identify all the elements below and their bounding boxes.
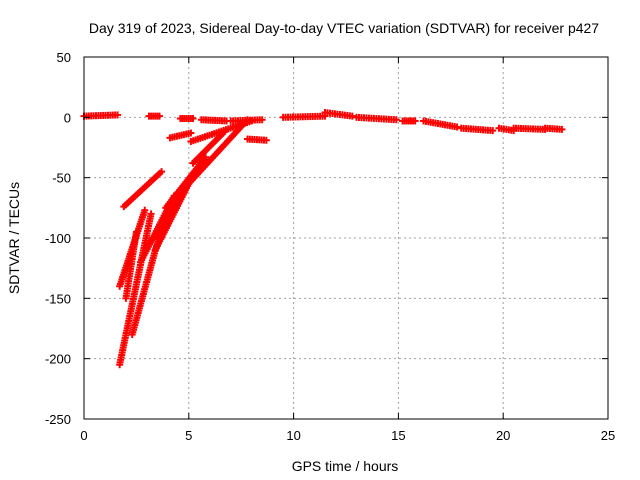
data-point — [411, 117, 419, 125]
x-tick-label: 10 — [286, 428, 300, 443]
data-point — [189, 115, 197, 123]
data-point — [132, 228, 140, 236]
data-point — [220, 128, 228, 136]
y-tick-label: -100 — [45, 231, 71, 246]
data-point — [262, 136, 270, 144]
x-axis-label: GPS time / hours — [292, 458, 399, 474]
y-tick-label: -50 — [52, 171, 71, 186]
data-point — [158, 168, 166, 176]
data-point — [243, 116, 251, 124]
data-point — [258, 116, 266, 124]
x-tick-label: 20 — [496, 428, 510, 443]
data-point — [348, 112, 356, 120]
x-tick-label: 0 — [80, 428, 87, 443]
data-point — [558, 125, 566, 133]
y-tick-label: -250 — [45, 412, 71, 427]
y-tick-label: 50 — [57, 50, 71, 65]
data-point — [141, 206, 149, 214]
x-tick-label: 25 — [601, 428, 615, 443]
chart-title: Day 319 of 2023, Sidereal Day-to-day VTE… — [89, 20, 599, 36]
data-point — [489, 127, 497, 135]
data-point — [114, 111, 122, 119]
y-axis-label: SDTVAR / TECUs — [6, 182, 22, 294]
data-point — [392, 116, 400, 124]
x-tick-label: 5 — [185, 428, 192, 443]
y-tick-label: -150 — [45, 291, 71, 306]
y-tick-label: 0 — [64, 110, 71, 125]
y-tick-label: -200 — [45, 352, 71, 367]
data-point — [248, 117, 256, 125]
axes: 0 5 10 15 20 25 50 0 -50 -100 -150 -200 -250 — [45, 50, 615, 443]
data-point — [187, 129, 195, 137]
data-points — [80, 109, 566, 369]
x-tick-label: 15 — [391, 428, 405, 443]
data-point — [453, 123, 461, 131]
data-point — [147, 210, 155, 218]
data-point — [155, 112, 163, 120]
